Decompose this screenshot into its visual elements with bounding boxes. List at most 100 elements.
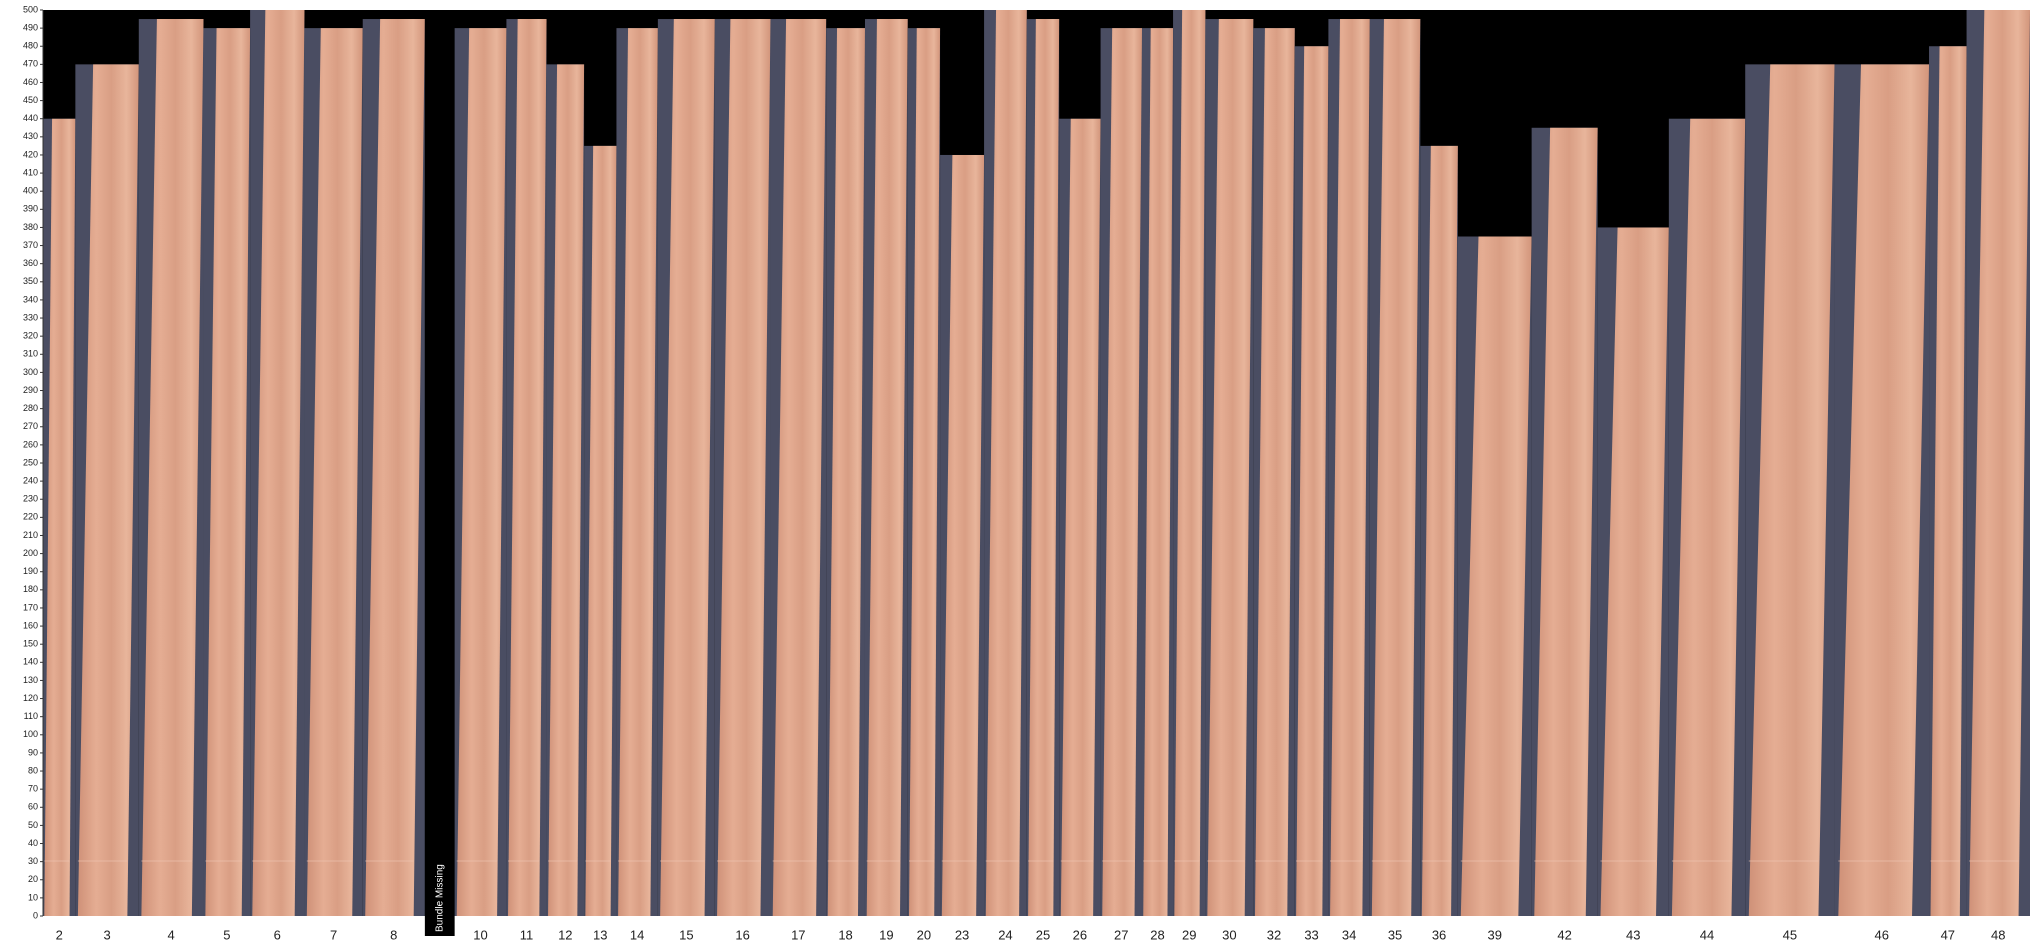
y-tick-label: 110 [24,711,38,721]
y-tick-label: 470 [23,59,38,69]
bundle-label: 33 [1304,927,1318,942]
bundle-label: 36 [1432,927,1446,942]
veneer-sheet [1102,28,1142,917]
y-tick-label: 10 [28,892,38,902]
veneer-sheet [1296,46,1329,917]
y-tick-label: 320 [23,331,38,341]
veneer-sheet [1174,10,1206,916]
bundle-label: 43 [1626,927,1640,942]
y-tick-label: 50 [28,820,38,830]
veneer-sheet [985,10,1027,916]
bundle-label: 30 [1222,927,1236,942]
y-tick-label: 340 [23,294,38,304]
bundle-label: 19 [879,927,893,942]
bundle-label: 25 [1036,927,1050,942]
bundle-label: 16 [735,927,749,942]
veneer-sheet [1460,236,1532,916]
y-tick-label: 270 [23,421,38,431]
bundle-label: 2 [56,927,63,942]
y-tick-label: 490 [23,22,38,32]
veneer-sheet [1060,118,1101,917]
bundle-label: 42 [1557,927,1571,942]
veneer-sheet [1371,19,1421,917]
y-tick-label: 280 [23,403,38,413]
y-tick-label: 330 [23,312,38,322]
bundle-label: 46 [1875,927,1889,942]
veneer-sheet [717,19,771,917]
y-tick-label: 290 [23,385,38,395]
bundle-label: 7 [330,927,337,942]
y-tick-label: 160 [23,620,38,630]
bundle-label: 3 [103,927,110,942]
veneer-sheet [1969,10,2030,916]
y-tick-label: 80 [28,765,38,775]
veneer-sheet [548,64,585,917]
y-tick-label: 430 [23,131,38,141]
veneer-sheet [941,154,985,916]
bundle-label: 34 [1342,927,1356,942]
bundle-label: 32 [1267,927,1281,942]
y-tick-label: 70 [28,784,38,794]
veneer-sheet [365,19,425,917]
y-tick-label: 370 [23,240,38,250]
y-tick-label: 130 [23,675,38,685]
y-tick-label: 350 [23,276,38,286]
bundle-label: 14 [630,927,644,942]
veneer-sheet [1534,127,1598,916]
y-tick-label: 90 [28,747,38,757]
y-tick-label: 30 [28,856,38,866]
veneer-sheet [141,19,204,917]
y-tick-label: 180 [23,584,38,594]
veneer-sheet [1028,19,1060,917]
missing-label: Bundle Missing [434,864,445,932]
y-tick-label: 210 [23,530,38,540]
veneer-sheet [252,10,305,916]
bundle-label: 17 [791,927,805,942]
y-tick-label: 230 [23,494,38,504]
veneer-sheet [660,19,715,917]
bundle-label: 8 [390,927,397,942]
y-tick-label: 60 [28,802,38,812]
veneer-sheet [585,145,617,916]
bundle-label: 23 [955,927,969,942]
y-tick-label: 410 [23,167,38,177]
veneer-sheet [456,28,507,917]
bundle-label: 5 [223,927,230,942]
veneer-sheet [508,19,547,917]
bundle-label: 27 [1114,927,1128,942]
bundle-label: 39 [1488,927,1502,942]
y-tick-label: 100 [23,729,38,739]
veneer-sheet [1330,19,1370,917]
veneer-sheet [1838,64,1930,917]
y-tick-label: 200 [23,548,38,558]
y-tick-label: 300 [23,367,38,377]
y-tick-label: 190 [23,566,38,576]
bundle-label: 15 [679,927,693,942]
bundle-label: 47 [1941,927,1955,942]
bundle-label: 11 [520,927,534,942]
bundle-label: 10 [473,927,487,942]
y-tick-label: 380 [23,222,38,232]
bundle-label: 26 [1073,927,1087,942]
veneer-sheet [1143,28,1174,917]
y-tick-label: 420 [23,149,38,159]
bundle-label: 45 [1783,927,1797,942]
veneer-sheet [44,118,76,917]
veneer-sheet [1421,145,1458,916]
y-tick-label: 500 [23,4,38,14]
veneer-sheet [1600,227,1669,916]
bundle-label: 18 [838,927,852,942]
y-tick-label: 150 [23,639,38,649]
bundle-label: 24 [998,927,1012,942]
bundle-label: 13 [593,927,607,942]
y-tick-label: 260 [23,439,38,449]
bundle-label: 44 [1700,927,1714,942]
bundle-label: 4 [168,927,175,942]
veneer-sheet [772,19,827,917]
veneer-sheet [306,28,363,917]
veneer-sheet [1748,64,1835,917]
veneer-sheet [866,19,908,917]
y-tick-label: 170 [23,602,38,612]
veneer-sheet [1207,19,1254,917]
